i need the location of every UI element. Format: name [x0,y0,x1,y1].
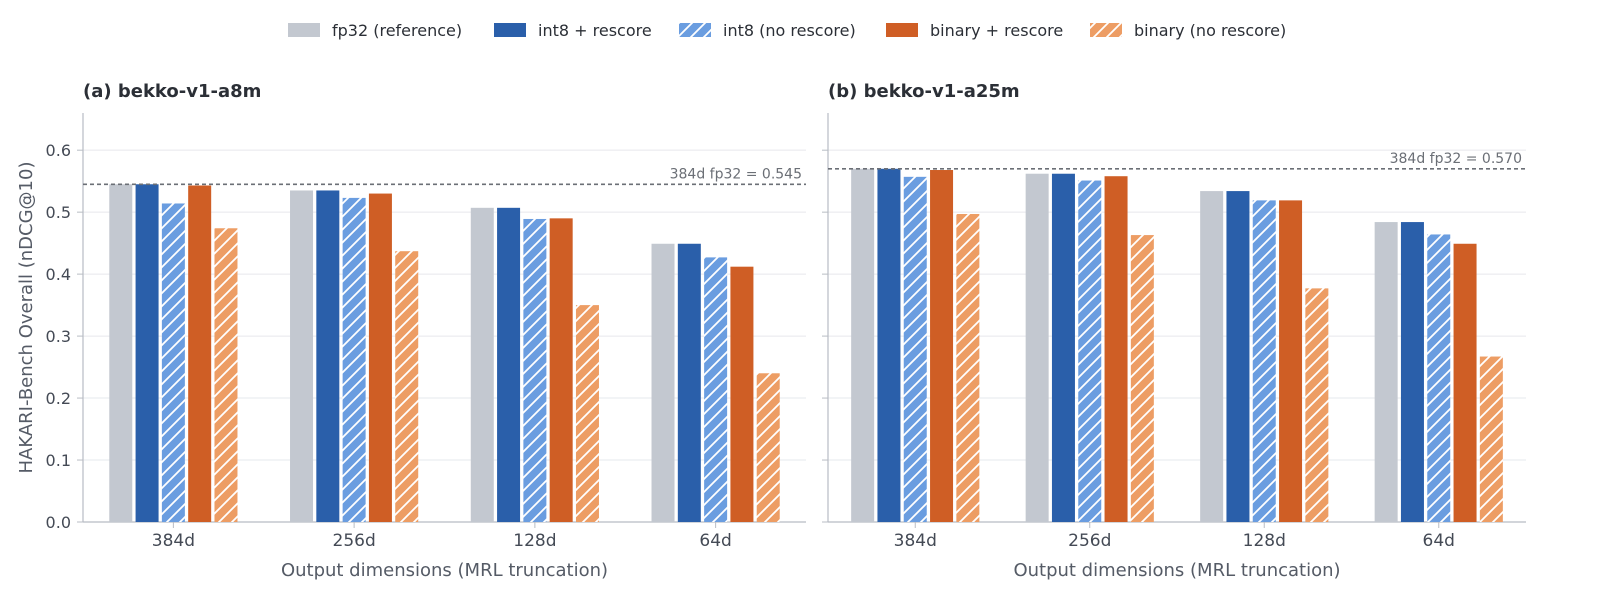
bar-int8-no-rescore-256d [1078,180,1102,522]
y-tick-label: 0.6 [46,141,71,160]
legend-item-int8-rescore: int8 + rescore [494,21,652,40]
bar-int8-rescore-64d [1400,222,1424,523]
bar-binary-rescore-384d [188,185,212,522]
legend-swatch [1090,23,1122,37]
legend-label: binary (no rescore) [1134,21,1286,40]
bar-fp32-reference-64d [1374,222,1398,523]
x-axis-label: Output dimensions (MRL truncation) [1013,560,1340,581]
bar-fp32-reference-256d [290,190,314,522]
bar-fp32-reference-384d [109,184,133,523]
bar-binary-no-rescore-256d [395,251,419,522]
bar-int8-rescore-384d [877,168,901,523]
bar-binary-rescore-256d [368,193,392,522]
bar-int8-no-rescore-64d [1427,234,1451,522]
bar-fp32-reference-128d [1200,191,1224,522]
x-tick-label-128d: 128d [1243,531,1286,551]
y-tick-label: 0.2 [46,389,71,408]
y-tick-label: 0.4 [46,265,71,284]
bar-binary-no-rescore-256d [1130,235,1154,522]
bar-binary-rescore-64d [730,266,754,522]
legend-label: fp32 (reference) [332,21,462,40]
bar-fp32-reference-64d [651,243,675,523]
reference-label: 384d fp32 = 0.570 [1390,151,1522,167]
legend-label: int8 (no rescore) [723,21,856,40]
x-tick-label-256d: 256d [333,531,376,551]
panel-title: (a) bekko-v1-a8m [83,81,261,102]
bar-fp32-reference-384d [851,168,875,523]
x-axis-label: Output dimensions (MRL truncation) [281,560,608,581]
bar-int8-no-rescore-384d [161,203,185,522]
x-tick-label-128d: 128d [513,531,556,551]
bar-binary-no-rescore-128d [575,305,599,522]
y-tick-label: 0.1 [46,451,71,470]
bar-binary-no-rescore-64d [1479,356,1503,522]
bar-int8-no-rescore-128d [523,218,547,522]
x-tick-label-256d: 256d [1068,531,1111,551]
bar-binary-rescore-128d [549,218,573,522]
legend-swatch [679,23,711,37]
x-tick-label-64d: 64d [1423,531,1455,551]
legend-item-fp32-reference: fp32 (reference) [288,21,462,40]
bar-int8-rescore-128d [497,207,521,522]
y-axis-label: HAKARI-Bench Overall (nDCG@10) [16,162,37,474]
bar-binary-rescore-64d [1453,243,1477,523]
legend-item-binary-no-rescore: binary (no rescore) [1090,21,1286,40]
legend-swatch [494,23,526,37]
bar-binary-rescore-256d [1104,176,1128,522]
bar-binary-rescore-384d [930,170,954,522]
panel-b: (b) bekko-v1-a25m 384d 256d 128d 64d 384d fp3… [822,81,1526,581]
panel-a: (a) bekko-v1-a8m 0.0 0.1 0.2 0.3 0.4 0.5 0.6 384… [46,81,806,581]
bar-int8-no-rescore-384d [903,176,927,522]
legend-swatch [288,23,320,37]
panel-title: (b) bekko-v1-a25m [828,81,1020,102]
bar-int8-no-rescore-128d [1252,200,1276,523]
bar-binary-no-rescore-128d [1305,288,1329,522]
bar-binary-no-rescore-384d [956,214,980,522]
legend-swatch [886,23,918,37]
legend-item-int8-no-rescore: int8 (no rescore) [679,21,856,40]
bar-int8-no-rescore-64d [704,257,728,522]
bar-fp32-reference-256d [1025,173,1049,523]
legend-item-binary-rescore: binary + rescore [886,21,1063,40]
x-tick-label-384d: 384d [894,531,937,551]
bar-binary-rescore-128d [1279,200,1303,523]
bar-int8-rescore-384d [135,184,159,523]
bar-int8-rescore-64d [677,243,701,523]
bar-fp32-reference-128d [470,207,494,522]
legend: fp32 (reference) int8 + rescore int8 (no r… [288,21,1286,40]
x-tick-label-384d: 384d [152,531,195,551]
bar-int8-no-rescore-256d [342,197,366,522]
x-tick-label-64d: 64d [699,531,731,551]
bar-binary-no-rescore-64d [756,373,780,522]
legend-label: binary + rescore [930,21,1063,40]
y-tick-label: 0.5 [46,203,71,222]
legend-label: int8 + rescore [538,21,652,40]
y-tick-label: 0.3 [46,327,71,346]
bar-int8-rescore-256d [1051,173,1075,523]
bar-int8-rescore-128d [1226,191,1250,522]
bar-binary-no-rescore-384d [214,228,238,522]
reference-label: 384d fp32 = 0.545 [670,166,802,182]
bar-int8-rescore-256d [316,190,340,522]
y-tick-label: 0.0 [46,513,71,532]
chart-panels: (a) bekko-v1-a8m 0.0 0.1 0.2 0.3 0.4 0.5 0.6 384… [16,81,1526,581]
